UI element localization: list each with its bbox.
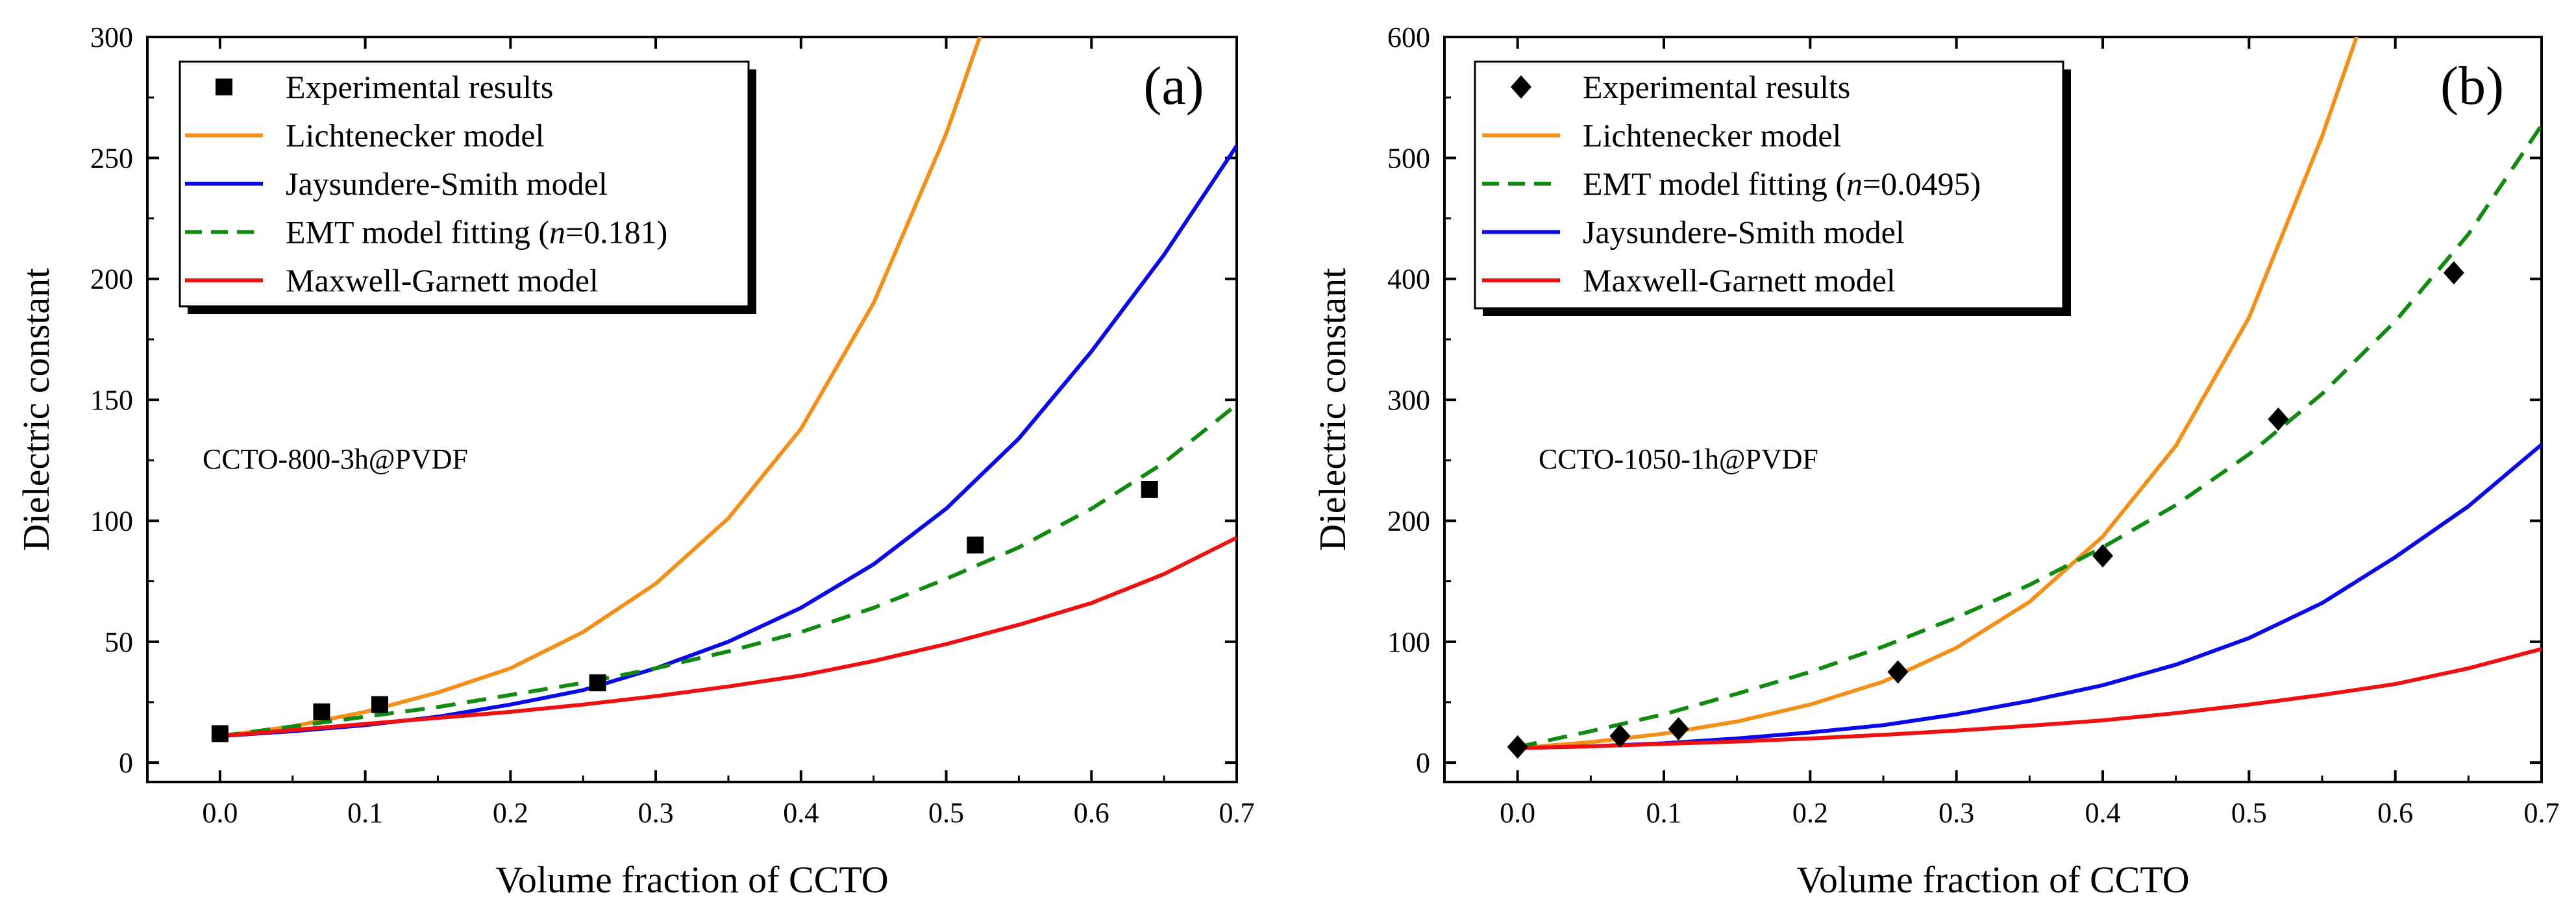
y-tick-label: 50 bbox=[105, 626, 133, 658]
legend-box bbox=[179, 60, 750, 308]
y-tick-label: 600 bbox=[1387, 21, 1430, 53]
x-axis-label: Volume fraction of CCTO bbox=[1796, 859, 2189, 901]
y-axis-label: Dielectric constant bbox=[15, 268, 57, 551]
data-point bbox=[1141, 481, 1158, 498]
legend-label: Maxwell-Garnett model bbox=[1583, 262, 1896, 299]
plot-area bbox=[219, 37, 1237, 739]
legend: Experimental results Lichtenecker model Ja… bbox=[179, 60, 756, 314]
plot-frame bbox=[1443, 36, 2543, 783]
data-point bbox=[967, 536, 984, 554]
panel-a: 0.0 0.1 0.2 0.3 0.4 0.5 0.6 0.7 0 50 100 150 200 250 3… bbox=[15, 21, 1255, 901]
series-line-emt-model-fitting-n-0-0495 bbox=[1517, 124, 2542, 749]
y-tick-label: 0 bbox=[119, 747, 133, 779]
y-tick-label: 300 bbox=[1387, 384, 1430, 416]
panel-b: 0.0 0.1 0.2 0.3 0.4 0.5 0.6 0.7 0 100 200 300 400 500… bbox=[1311, 21, 2560, 901]
legend-label: Experimental results bbox=[1583, 69, 1850, 105]
series-line-lichtenecker-model bbox=[1517, 37, 2359, 750]
data-point bbox=[2443, 261, 2464, 285]
y-tick-label: 400 bbox=[1387, 263, 1430, 295]
x-tick-label: 0.3 bbox=[638, 797, 674, 829]
series-line-emt-model-fitting-n-0-181 bbox=[219, 403, 1237, 739]
plot-area bbox=[1517, 37, 2542, 750]
y-axis-label: Dielectric constant bbox=[1311, 268, 1354, 551]
sample-annotation: CCTO-1050-1h@PVDF bbox=[1539, 443, 1818, 475]
legend-label: Lichtenecker model bbox=[1583, 117, 1841, 154]
x-tick-label: 0.7 bbox=[2524, 797, 2560, 829]
y-tick-label: 0 bbox=[1416, 747, 1430, 779]
x-tick-label: 0.2 bbox=[493, 797, 528, 829]
legend-label-part: =0.0495) bbox=[1863, 165, 1981, 202]
data-point bbox=[1609, 724, 1631, 748]
legend-label-part: EMT model fitting ( bbox=[1583, 165, 1846, 202]
sample-annotation: CCTO-800-3h@PVDF bbox=[203, 443, 468, 475]
legend-label: EMT model fitting (n=0.0495) bbox=[1583, 165, 1981, 202]
y-tick-label: 100 bbox=[90, 505, 133, 537]
data-point bbox=[589, 674, 606, 692]
legend-label-italic: n bbox=[549, 214, 565, 251]
data-point bbox=[313, 703, 330, 720]
series-line-lichtenecker-model bbox=[219, 37, 982, 739]
x-tick-label: 0.7 bbox=[1219, 797, 1255, 829]
y-tick-label: 200 bbox=[90, 263, 133, 295]
legend-label: EMT model fitting (n=0.181) bbox=[286, 214, 667, 251]
series-line-maxwell-garnett-model bbox=[219, 535, 1237, 739]
legend-marker-diamond bbox=[1511, 75, 1531, 99]
y-tick-label: 500 bbox=[1387, 142, 1430, 174]
plot-frame bbox=[146, 36, 1238, 783]
y-tick-label: 100 bbox=[1387, 626, 1430, 658]
x-tick-label: 0.4 bbox=[783, 797, 819, 829]
legend-label-part: EMT model fitting ( bbox=[286, 214, 549, 251]
legend-marker-square bbox=[216, 79, 232, 95]
y-tick-label: 300 bbox=[90, 21, 133, 53]
legend-label: Lichtenecker model bbox=[286, 117, 544, 154]
series-line-jaysundere-smith-model bbox=[1517, 443, 2542, 750]
data-point bbox=[1668, 717, 1689, 740]
legend-label: Jaysundere-Smith model bbox=[286, 165, 608, 202]
y-tick-label: 150 bbox=[90, 384, 133, 416]
data-point bbox=[371, 696, 388, 713]
legend-label-part: =0.181) bbox=[565, 214, 667, 251]
legend-label: Jaysundere-Smith model bbox=[1583, 214, 1905, 251]
x-tick-label: 0.5 bbox=[928, 797, 964, 829]
x-tick-label: 0.5 bbox=[2231, 797, 2267, 829]
panel-letter: (b) bbox=[2440, 56, 2504, 116]
data-point bbox=[211, 725, 229, 742]
x-tick-label: 0.6 bbox=[2377, 797, 2413, 829]
panel-letter: (a) bbox=[1143, 56, 1204, 116]
x-tick-label: 0.1 bbox=[1646, 797, 1682, 829]
legend-label-italic: n bbox=[1846, 165, 1863, 202]
x-tick-label: 0.0 bbox=[202, 797, 238, 829]
series-line-maxwell-garnett-model bbox=[1517, 647, 2542, 750]
x-tick-label: 0.0 bbox=[1500, 797, 1535, 829]
data-point bbox=[1507, 735, 1528, 759]
x-tick-label: 0.4 bbox=[2085, 797, 2121, 829]
x-tick-label: 0.3 bbox=[1938, 797, 1974, 829]
legend-box bbox=[1474, 60, 2064, 310]
legend: Experimental results Lichtenecker model EM… bbox=[1474, 60, 2071, 316]
x-tick-label: 0.2 bbox=[1792, 797, 1828, 829]
x-tick-label: 0.6 bbox=[1074, 797, 1109, 829]
x-axis-label: Volume fraction of CCTO bbox=[495, 859, 888, 901]
data-point bbox=[2268, 407, 2289, 431]
y-tick-label: 200 bbox=[1387, 505, 1430, 537]
y-tick-label: 250 bbox=[90, 142, 133, 174]
x-tick-label: 0.1 bbox=[347, 797, 383, 829]
data-point bbox=[1887, 660, 1909, 684]
data-point bbox=[2092, 544, 2113, 568]
legend-label: Maxwell-Garnett model bbox=[286, 262, 599, 299]
legend-label: Experimental results bbox=[286, 69, 553, 105]
